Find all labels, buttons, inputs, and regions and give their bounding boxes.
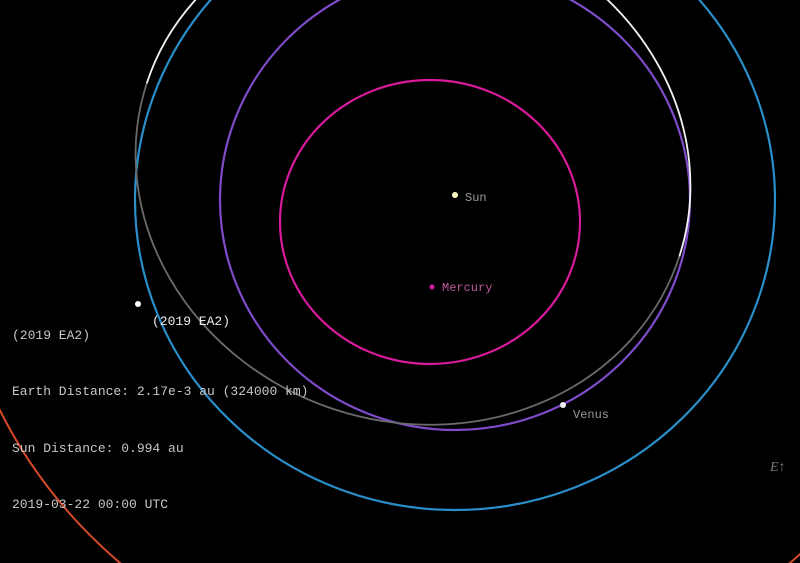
object-info-panel: (2019 EA2) Earth Distance: 2.17e-3 au (3… xyxy=(12,289,308,553)
info-timestamp: 2019-03-22 00:00 UTC xyxy=(12,496,308,515)
info-object-name: (2019 EA2) xyxy=(12,327,308,346)
info-sun-distance: Sun Distance: 0.994 au xyxy=(12,440,308,459)
orbit-scene[interactable]: Sun Mercury Venus (2019 EA2) E↑ (2019 EA… xyxy=(0,0,800,563)
info-earth-distance: Earth Distance: 2.17e-3 au (324000 km) xyxy=(12,383,308,402)
ecliptic-indicator: E↑ xyxy=(770,460,786,476)
